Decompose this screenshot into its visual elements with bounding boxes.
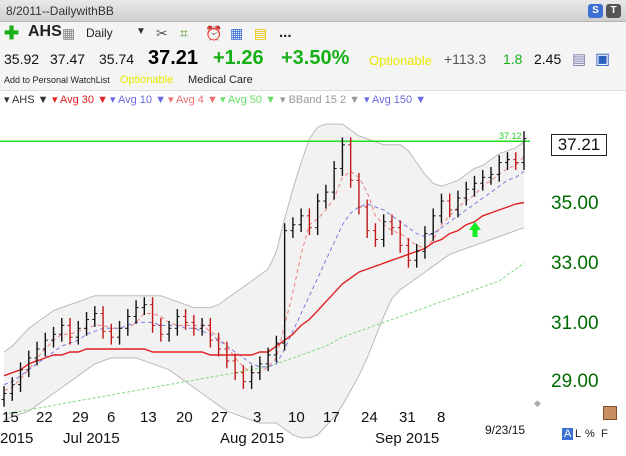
day-label: 17 — [323, 409, 340, 426]
industry-label[interactable]: Medical Care — [188, 74, 253, 86]
legend-item-0[interactable]: ▾ AHS ▼ — [4, 94, 49, 106]
price-label-35: 35.00 — [551, 193, 599, 214]
pencil-icon[interactable] — [603, 406, 617, 420]
period-select[interactable]: Daily — [86, 26, 113, 40]
last-price: 37.21 — [148, 47, 199, 69]
alarm-clock-icon[interactable]: ⏰ — [205, 25, 223, 41]
buy-signal-arrow-icon — [469, 222, 481, 237]
optionable-label: Optionable — [369, 53, 432, 68]
change-percent: +3.50% — [281, 47, 350, 69]
scale-f[interactable]: F — [601, 428, 608, 440]
price-label-33: 33.00 — [551, 253, 599, 274]
scroll-arrow-icon[interactable]: ◆ — [534, 398, 541, 408]
open-value: 35.92 — [4, 51, 40, 67]
price-chart[interactable]: 37.21 37.12 35.00 33.00 31.00 29.00 9/23… — [0, 106, 626, 451]
legend-item-2[interactable]: ▾ Avg 10 ▼ — [110, 94, 166, 106]
date-label: 9/23/15 — [485, 423, 526, 437]
s-button[interactable]: S — [588, 4, 603, 18]
sub-info-row: Add to Personal WatchList Optionable Med… — [0, 72, 626, 90]
line-label: 37.12 — [499, 131, 522, 141]
draw-icon[interactable]: ⌗ — [180, 25, 188, 41]
low-value: 35.74 — [99, 51, 135, 67]
add-icon[interactable]: ✚ — [4, 23, 20, 43]
scale-pct[interactable]: % — [585, 428, 595, 440]
tools-icon[interactable]: ✂ — [156, 25, 168, 41]
legend-item-5[interactable]: ▾ BBand 15 2 ▼ — [280, 94, 361, 106]
indicator-legend: ▾ AHS ▼ ▾ Avg 30 ▼ ▾ Avg 10 ▼ ▾ Avg 4 ▼ ▾ Av… — [0, 90, 626, 106]
day-label: 24 — [361, 409, 378, 426]
save-icon[interactable]: ▣ — [595, 51, 611, 68]
day-label: 27 — [211, 409, 228, 426]
day-label: 20 — [176, 409, 193, 426]
day-label: 3 — [253, 409, 262, 426]
metric-3: 2.45 — [534, 51, 562, 67]
day-label: 10 — [288, 409, 305, 426]
last-price-box: 37.21 — [551, 134, 607, 156]
legend-item-4[interactable]: ▾ Avg 50 ▼ — [220, 94, 276, 106]
add-watchlist-link[interactable]: Add to Personal WatchList — [4, 75, 110, 85]
change-value: +1.26 — [213, 47, 264, 69]
window-title: 8/2011--DailywithBB — [6, 4, 114, 18]
day-label: 31 — [399, 409, 416, 426]
symbol-label[interactable]: AHS — [28, 23, 62, 40]
scale-a[interactable]: A — [562, 428, 574, 440]
day-label: 13 — [140, 409, 157, 426]
more-button[interactable]: ... — [279, 24, 292, 41]
quote-bar: 35.92 37.47 35.74 37.21 +1.26 +3.50% Opt… — [0, 45, 626, 72]
calendar-icon[interactable]: ▦ — [230, 25, 244, 41]
scale-l[interactable]: L — [575, 428, 582, 440]
sma4-line — [3, 156, 525, 391]
note-icon[interactable]: ▤ — [254, 25, 268, 41]
month-label: Sep 2015 — [375, 430, 440, 447]
bollinger-band-fill — [4, 124, 524, 438]
day-label: 15 — [2, 409, 19, 426]
optionable-tag: Optionable — [120, 74, 174, 86]
bollinger-lower-line — [3, 227, 525, 439]
metric-1: +113.3 — [444, 51, 487, 67]
day-label: 6 — [107, 409, 116, 426]
window-titlebar: 8/2011--DailywithBB S T — [0, 0, 626, 22]
month-label: 2015 — [0, 430, 34, 447]
bollinger-upper-line — [3, 123, 525, 353]
price-label-29: 29.00 — [551, 371, 599, 392]
printer-icon[interactable]: ▦ — [62, 25, 76, 41]
metric-2: 1.8 — [503, 51, 523, 67]
sma10-line — [3, 170, 525, 386]
chevron-down-icon[interactable]: ▼ — [136, 26, 146, 37]
month-label: Aug 2015 — [220, 430, 285, 447]
chart-canvas[interactable] — [0, 106, 626, 451]
toolbar: ✚ AHS ▦ Daily ▼ ✂ ⌗ ⏰ ▦ ▤ ... — [0, 22, 626, 45]
price-label-31: 31.00 — [551, 313, 599, 334]
sma30-line — [3, 201, 525, 377]
t-button[interactable]: T — [606, 4, 621, 18]
day-label: 29 — [72, 409, 89, 426]
high-value: 37.47 — [50, 51, 86, 67]
legend-item-1[interactable]: ▾ Avg 30 ▼ — [52, 94, 108, 106]
day-label: 8 — [437, 409, 446, 426]
legend-item-3[interactable]: ▾ Avg 4 ▼ — [168, 94, 218, 106]
day-label: 22 — [36, 409, 53, 426]
legend-item-6[interactable]: ▾ Avg 150 ▼ — [364, 94, 427, 106]
month-label: Jul 2015 — [63, 430, 120, 447]
stack-icon[interactable]: ▤ — [572, 51, 587, 68]
